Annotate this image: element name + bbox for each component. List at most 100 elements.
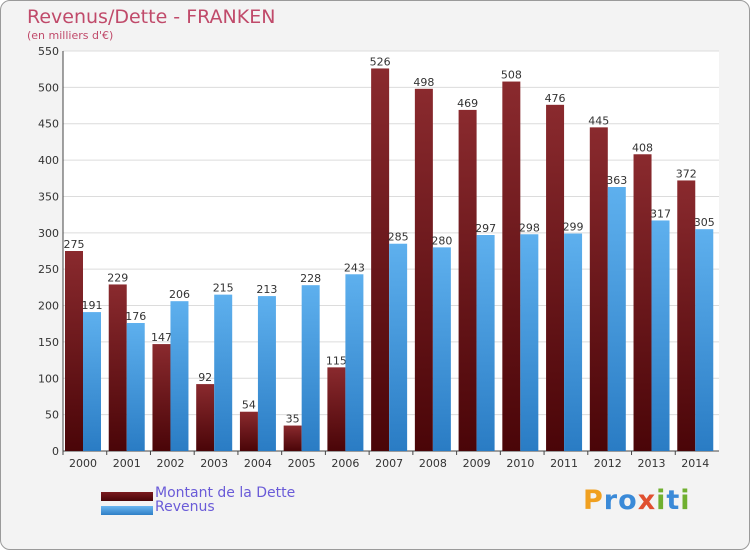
y-tick-label: 450 bbox=[38, 118, 59, 131]
data-label-revenus: 213 bbox=[256, 283, 277, 296]
data-label-revenus: 363 bbox=[606, 174, 627, 187]
y-tick-label: 500 bbox=[38, 81, 59, 94]
bar-revenus bbox=[83, 312, 101, 451]
bar-dette bbox=[589, 127, 608, 451]
bar-dette bbox=[108, 284, 127, 451]
bar-dette bbox=[327, 367, 346, 451]
data-label-revenus: 215 bbox=[213, 282, 234, 295]
data-label-revenus: 285 bbox=[388, 231, 409, 244]
data-label-revenus: 297 bbox=[475, 222, 496, 235]
data-label-revenus: 317 bbox=[650, 207, 671, 220]
x-tick-label: 2001 bbox=[113, 457, 141, 470]
data-label-revenus: 305 bbox=[694, 216, 715, 229]
bar-revenus bbox=[301, 285, 320, 451]
y-tick-label: 250 bbox=[38, 263, 59, 276]
logo-letter: i bbox=[680, 485, 691, 516]
bar-dette bbox=[546, 104, 565, 452]
bar-revenus bbox=[607, 187, 626, 451]
bar-revenus bbox=[170, 301, 189, 451]
bar-revenus bbox=[432, 247, 451, 451]
logo-letter: t bbox=[666, 485, 681, 516]
y-tick-label: 150 bbox=[38, 336, 59, 349]
bar-revenus bbox=[476, 235, 495, 451]
bar-dette bbox=[239, 411, 258, 451]
data-label-revenus: 243 bbox=[344, 261, 365, 274]
data-label-dette: 115 bbox=[326, 354, 347, 367]
logo-letter: o bbox=[618, 485, 638, 516]
data-label-revenus: 299 bbox=[563, 221, 584, 234]
x-tick-label: 2003 bbox=[200, 457, 228, 470]
legend-label-revenus: Revenus bbox=[155, 499, 215, 515]
logo-letter: P bbox=[583, 485, 604, 516]
legend-swatch-revenus bbox=[101, 506, 153, 515]
y-tick-label: 400 bbox=[38, 154, 59, 167]
x-tick-label: 2005 bbox=[288, 457, 316, 470]
y-tick-label: 200 bbox=[38, 300, 59, 313]
bar-revenus bbox=[345, 274, 364, 451]
legend-label-dette: Montant de la Dette bbox=[155, 485, 296, 501]
bar-revenus bbox=[695, 229, 714, 451]
data-label-dette: 275 bbox=[64, 238, 85, 251]
bar-dette bbox=[196, 384, 215, 451]
chart-subtitle: (en milliers d'€) bbox=[27, 29, 114, 42]
bar-dette bbox=[283, 425, 302, 451]
x-tick-label: 2008 bbox=[419, 457, 447, 470]
x-tick-label: 2000 bbox=[69, 457, 97, 470]
data-label-dette: 476 bbox=[545, 92, 566, 105]
logo-letter: i bbox=[656, 485, 667, 516]
data-label-dette: 92 bbox=[198, 371, 212, 384]
data-label-dette: 498 bbox=[413, 76, 434, 89]
logo-letter: x bbox=[637, 485, 657, 516]
x-tick-label: 2006 bbox=[331, 457, 359, 470]
data-label-dette: 526 bbox=[370, 55, 391, 68]
x-tick-label: 2011 bbox=[550, 457, 578, 470]
bar-dette bbox=[458, 109, 477, 451]
x-tick-label: 2004 bbox=[244, 457, 272, 470]
bar-dette bbox=[65, 251, 83, 451]
data-label-dette: 35 bbox=[286, 413, 300, 426]
data-label-dette: 508 bbox=[501, 69, 522, 82]
data-label-dette: 229 bbox=[107, 271, 128, 284]
bar-revenus bbox=[564, 233, 583, 451]
bar-revenus bbox=[389, 243, 408, 451]
data-label-revenus: 228 bbox=[300, 272, 321, 285]
data-label-revenus: 176 bbox=[125, 310, 146, 323]
x-tick-label: 2010 bbox=[506, 457, 534, 470]
bar-dette bbox=[677, 180, 696, 452]
data-label-revenus: 206 bbox=[169, 288, 190, 301]
y-tick-label: 550 bbox=[38, 45, 59, 58]
data-label-dette: 408 bbox=[632, 141, 653, 154]
bar-dette bbox=[152, 344, 171, 451]
data-label-revenus: 280 bbox=[431, 234, 452, 247]
bar-revenus bbox=[126, 323, 145, 451]
y-tick-label: 0 bbox=[52, 445, 59, 458]
data-label-dette: 54 bbox=[242, 399, 256, 412]
bar-revenus bbox=[520, 234, 539, 451]
x-tick-label: 2007 bbox=[375, 457, 403, 470]
data-label-dette: 372 bbox=[676, 167, 697, 180]
proxiti-logo: Proxiti bbox=[583, 485, 691, 516]
x-tick-label: 2009 bbox=[463, 457, 491, 470]
y-tick-label: 50 bbox=[45, 409, 59, 422]
x-tick-label: 2012 bbox=[594, 457, 622, 470]
x-tick-label: 2013 bbox=[638, 457, 666, 470]
data-label-dette: 147 bbox=[151, 331, 172, 344]
y-tick-label: 100 bbox=[38, 372, 59, 385]
bar-dette bbox=[371, 68, 390, 452]
bar-dette bbox=[414, 88, 433, 452]
y-tick-label: 300 bbox=[38, 227, 59, 240]
chart-title: Revenus/Dette - FRANKEN bbox=[27, 6, 276, 28]
bar-dette bbox=[502, 81, 521, 451]
y-tick-label: 350 bbox=[38, 190, 59, 203]
logo-letter: r bbox=[603, 485, 619, 516]
bar-dette bbox=[633, 154, 652, 452]
data-label-dette: 445 bbox=[588, 114, 609, 127]
x-tick-label: 2002 bbox=[156, 457, 184, 470]
data-label-revenus: 191 bbox=[82, 299, 103, 312]
x-tick-label: 2014 bbox=[681, 457, 709, 470]
bar-revenus bbox=[214, 294, 233, 451]
bar-revenus bbox=[257, 296, 276, 451]
data-label-revenus: 298 bbox=[519, 221, 540, 234]
legend-swatch-dette bbox=[101, 492, 153, 501]
